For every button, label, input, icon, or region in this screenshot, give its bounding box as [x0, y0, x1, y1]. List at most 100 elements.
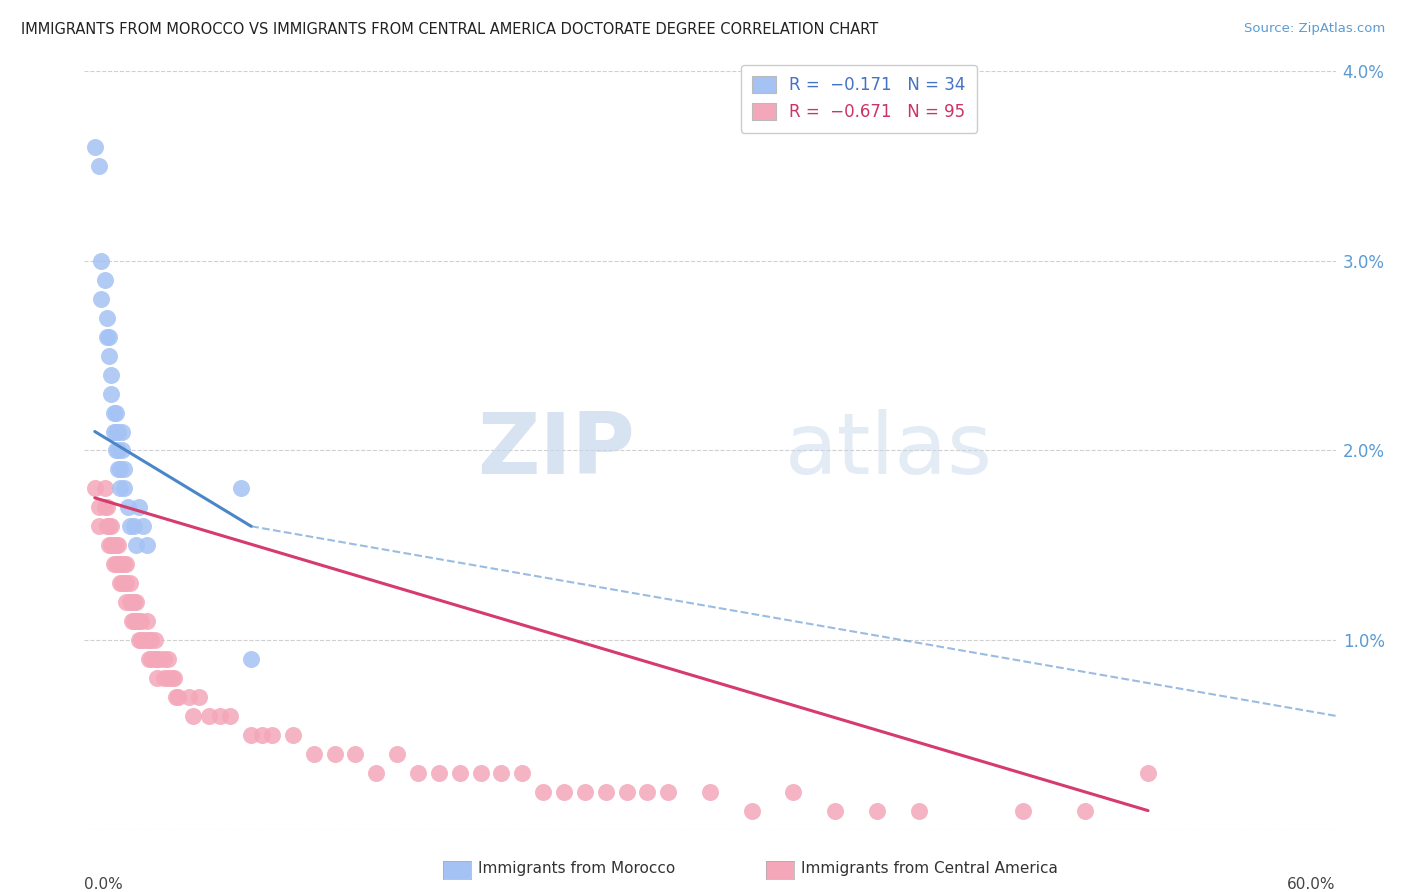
- Point: [103, 557, 125, 572]
- Point: [128, 633, 150, 648]
- Point: [120, 519, 142, 533]
- Point: [104, 425, 127, 439]
- Text: ZIP: ZIP: [477, 409, 636, 492]
- Point: [94, 482, 117, 496]
- Point: [148, 652, 170, 666]
- Point: [136, 633, 159, 648]
- Point: [132, 633, 155, 648]
- Point: [108, 482, 131, 496]
- Point: [208, 708, 231, 723]
- Point: [219, 708, 242, 723]
- Point: [124, 614, 146, 628]
- Point: [100, 368, 122, 382]
- Point: [121, 614, 143, 628]
- Point: [866, 804, 889, 818]
- Point: [104, 443, 127, 458]
- Point: [112, 462, 135, 476]
- Point: [104, 557, 127, 572]
- Point: [100, 386, 122, 401]
- Point: [143, 633, 166, 648]
- Point: [699, 785, 721, 799]
- Point: [531, 785, 554, 799]
- Point: [1012, 804, 1035, 818]
- Point: [96, 500, 118, 515]
- Point: [107, 538, 129, 552]
- Point: [115, 595, 138, 609]
- Point: [657, 785, 679, 799]
- Point: [125, 538, 148, 552]
- Text: Source: ZipAtlas.com: Source: ZipAtlas.com: [1244, 22, 1385, 36]
- Point: [139, 652, 162, 666]
- Point: [262, 728, 284, 742]
- Point: [824, 804, 846, 818]
- Point: [111, 425, 134, 439]
- Point: [125, 614, 148, 628]
- Point: [98, 519, 121, 533]
- Point: [117, 500, 139, 515]
- Point: [160, 671, 183, 685]
- Point: [152, 671, 174, 685]
- Point: [167, 690, 190, 704]
- Point: [94, 500, 117, 515]
- Point: [637, 785, 659, 799]
- Point: [470, 765, 492, 780]
- Point: [177, 690, 200, 704]
- Point: [907, 804, 929, 818]
- Point: [87, 519, 110, 533]
- Point: [281, 728, 304, 742]
- Point: [156, 671, 179, 685]
- Point: [124, 595, 146, 609]
- Point: [406, 765, 429, 780]
- Point: [449, 765, 471, 780]
- Point: [83, 140, 105, 154]
- Point: [146, 671, 169, 685]
- Point: [198, 708, 221, 723]
- Legend: R =  −0.171   N = 34, R =  −0.671   N = 95: R = −0.171 N = 34, R = −0.671 N = 95: [741, 64, 977, 133]
- Point: [125, 595, 148, 609]
- Point: [112, 576, 135, 591]
- Point: [136, 614, 159, 628]
- Point: [112, 557, 135, 572]
- Point: [108, 576, 131, 591]
- Point: [240, 652, 263, 666]
- Point: [111, 443, 134, 458]
- Point: [96, 310, 118, 325]
- Point: [111, 576, 134, 591]
- Point: [111, 557, 134, 572]
- Point: [121, 595, 143, 609]
- Point: [143, 652, 166, 666]
- Point: [574, 785, 596, 799]
- Point: [83, 482, 105, 496]
- Point: [128, 614, 150, 628]
- Point: [100, 538, 122, 552]
- Point: [240, 728, 263, 742]
- Point: [107, 425, 129, 439]
- Point: [108, 557, 131, 572]
- Point: [163, 671, 186, 685]
- Point: [94, 273, 117, 287]
- Point: [188, 690, 211, 704]
- Point: [112, 482, 135, 496]
- Point: [90, 292, 112, 306]
- Point: [124, 519, 146, 533]
- Point: [181, 708, 204, 723]
- Point: [107, 557, 129, 572]
- Point: [138, 633, 160, 648]
- Point: [512, 765, 534, 780]
- Text: Immigrants from Morocco: Immigrants from Morocco: [478, 862, 675, 876]
- Point: [90, 254, 112, 268]
- Point: [385, 747, 409, 761]
- Point: [250, 728, 273, 742]
- Point: [427, 765, 450, 780]
- Point: [107, 443, 129, 458]
- Text: 0.0%: 0.0%: [84, 877, 124, 892]
- Point: [1136, 765, 1159, 780]
- Point: [108, 462, 131, 476]
- Point: [100, 519, 122, 533]
- Point: [115, 557, 138, 572]
- Point: [96, 519, 118, 533]
- Point: [136, 538, 159, 552]
- Text: 60.0%: 60.0%: [1288, 877, 1336, 892]
- Point: [595, 785, 617, 799]
- Point: [229, 482, 252, 496]
